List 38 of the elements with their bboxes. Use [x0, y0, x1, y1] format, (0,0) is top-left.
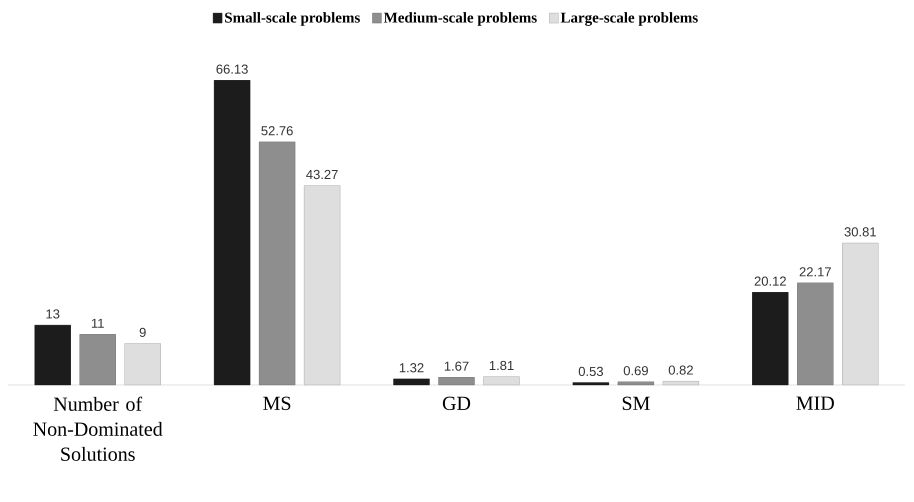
data-label: 20.12 [754, 276, 786, 286]
bar [483, 376, 520, 386]
bar [797, 282, 834, 386]
data-label: 0.53 [578, 366, 603, 376]
x-tick-label: Number of Non-Dominated Solutions [33, 396, 162, 461]
x-tick-label: GD [442, 396, 470, 410]
bar [393, 378, 430, 386]
bar [304, 185, 340, 386]
bar [438, 377, 475, 386]
bar [618, 382, 654, 386]
bar [124, 343, 161, 386]
data-label: 0.69 [624, 366, 648, 376]
x-tick-label: SM [622, 396, 650, 410]
data-label: 9 [140, 328, 146, 337]
data-label: 30.81 [844, 227, 876, 236]
data-label: 1.67 [444, 362, 468, 371]
data-label: 22.17 [800, 267, 831, 276]
bar [662, 381, 700, 386]
data-label: 0.82 [668, 365, 693, 375]
data-label: 1.32 [400, 363, 424, 372]
data-label: 52.76 [261, 126, 293, 136]
bar [752, 292, 788, 386]
legend-label: Small-scale problems [225, 12, 360, 26]
data-label: 66.13 [216, 64, 248, 74]
data-label: 1.81 [490, 360, 514, 370]
bar [214, 80, 250, 386]
legend-label: Medium-scale problems [384, 12, 537, 26]
x-tick-label: MS [263, 396, 290, 410]
data-label: 43.27 [306, 170, 338, 180]
x-tick-label: MID [796, 396, 834, 410]
bar [34, 324, 71, 386]
data-label: 13 [46, 309, 60, 319]
legend-label: Large-scale problems [560, 12, 698, 26]
data-label: 11 [92, 318, 104, 328]
bar [842, 242, 878, 386]
bar [572, 382, 610, 386]
bar [80, 334, 116, 386]
bar [258, 142, 296, 386]
